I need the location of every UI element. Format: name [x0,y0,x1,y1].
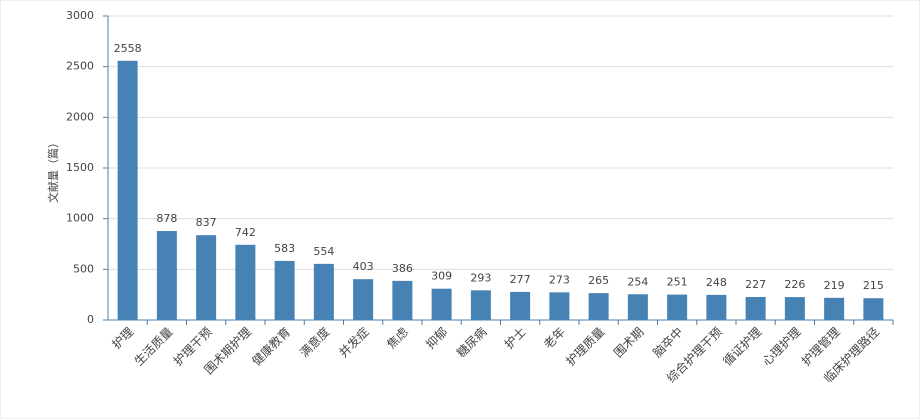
bar [784,297,805,320]
value-label: 386 [392,262,413,275]
value-label: 227 [745,278,766,291]
bar [627,294,648,320]
y-axis-label: 文献量（篇） [46,137,60,203]
y-tick-label: 1000 [66,212,94,225]
y-tick-label: 2500 [66,60,94,73]
value-label: 293 [470,271,491,284]
y-tick-label: 0 [87,313,94,326]
bar [156,231,177,320]
value-label: 254 [627,275,648,288]
value-label: 248 [706,276,727,289]
bar [549,292,570,320]
value-label: 277 [510,273,531,286]
value-label: 215 [863,279,884,292]
value-label: 837 [196,216,217,229]
bar [510,291,531,320]
bar [196,235,217,320]
bar [392,280,413,320]
value-label: 2558 [114,42,142,55]
bar [667,294,688,320]
value-label: 219 [824,279,845,292]
bar [353,279,374,320]
bar [235,244,256,320]
value-label: 273 [549,273,570,286]
value-label: 554 [313,245,334,258]
bar [745,296,766,320]
value-label: 583 [274,242,295,255]
bar [274,260,295,320]
y-tick-label: 2000 [66,110,94,123]
bar [863,298,884,320]
value-label: 251 [667,276,688,289]
value-label: 265 [588,274,609,287]
value-label: 403 [353,260,374,273]
value-label: 309 [431,270,452,283]
y-tick-label: 1500 [66,161,94,174]
value-label: 226 [784,278,805,291]
value-label: 878 [156,212,177,225]
bar [824,297,845,320]
bar [431,288,452,320]
y-tick-label: 500 [73,262,94,275]
bar [470,290,491,320]
value-label: 742 [235,226,256,239]
y-tick-label: 3000 [66,9,94,22]
bar [706,294,727,320]
bar [117,60,138,320]
bar [313,263,334,320]
bar [588,293,609,320]
